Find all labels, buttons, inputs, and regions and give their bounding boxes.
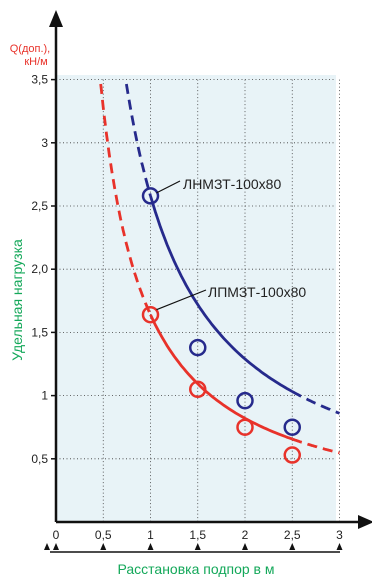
markers	[141, 187, 301, 464]
ylabel-top-line1: Q(доп.),	[10, 43, 51, 55]
y-tick-label: 0,5	[31, 452, 48, 466]
x-scale-marker	[53, 543, 59, 550]
y-tick-label: 2,5	[31, 199, 48, 213]
x-scale-marker	[336, 543, 343, 550]
series-1-point	[236, 418, 254, 436]
x-scale-marker	[242, 543, 248, 550]
ylabel-top-line2: кН/м	[24, 56, 47, 68]
series-0-point	[283, 418, 301, 436]
series-1-extrapolation-left	[99, 83, 152, 316]
annotation-label-1: ЛПМЗТ-100х80	[208, 284, 306, 300]
y-tick-label: 1	[41, 389, 48, 403]
y-tick-label: 1,5	[31, 325, 48, 339]
x-scale-marker	[289, 543, 296, 550]
y-tick-label: 3,5	[31, 73, 48, 87]
series-0-line	[149, 195, 294, 393]
series-0-extrapolation-left	[125, 83, 152, 197]
grid	[56, 79, 340, 522]
axes	[49, 10, 372, 529]
annotation-leader-1	[156, 289, 207, 311]
x-tick-label: 0	[53, 528, 60, 542]
series-1-point	[189, 380, 207, 399]
series-0-point	[236, 391, 254, 410]
curves	[99, 83, 340, 455]
series-0-point	[189, 338, 207, 357]
x-tick-label: 2	[242, 528, 249, 542]
series-1-point	[141, 305, 160, 324]
y-tick-label: 3	[41, 136, 48, 150]
x-tick-label: 3	[336, 528, 343, 542]
series-1-extrapolation-right	[291, 437, 340, 455]
annotation-label-0: ЛНМЗТ-100х80	[183, 176, 281, 192]
annotations: ЛНМЗТ-100х80 ЛПМЗТ-100х80	[156, 176, 306, 311]
x-tick-label: 1,5	[189, 528, 206, 542]
series-0-point	[141, 187, 160, 205]
x-scale-marker	[44, 543, 50, 550]
annotation-leader-0	[156, 180, 181, 194]
x-tick-label: 2,5	[284, 528, 301, 542]
x-tick-label: 0,5	[95, 528, 112, 542]
y-tick-label: 2,0	[31, 262, 48, 276]
ylabel-side: Удельная нагрузка	[9, 239, 25, 361]
series-1-line	[149, 314, 293, 441]
x-scale-marker	[100, 543, 107, 550]
x-scale-marker	[147, 543, 154, 550]
xlabel: Расстановка подпор в м	[118, 561, 275, 577]
ticks: 0,5 1 1,5 2,0 2,5 3 3,5 0 0,5 1 1,5 2 2,5 3	[31, 73, 343, 553]
x-tick-label: 1	[147, 528, 154, 542]
x-scale-marker	[194, 543, 201, 550]
series-0-extrapolation-right	[291, 390, 340, 415]
series-1-point	[283, 446, 301, 464]
y-axis-arrow	[49, 10, 63, 27]
x-axis-arrow	[358, 515, 372, 529]
